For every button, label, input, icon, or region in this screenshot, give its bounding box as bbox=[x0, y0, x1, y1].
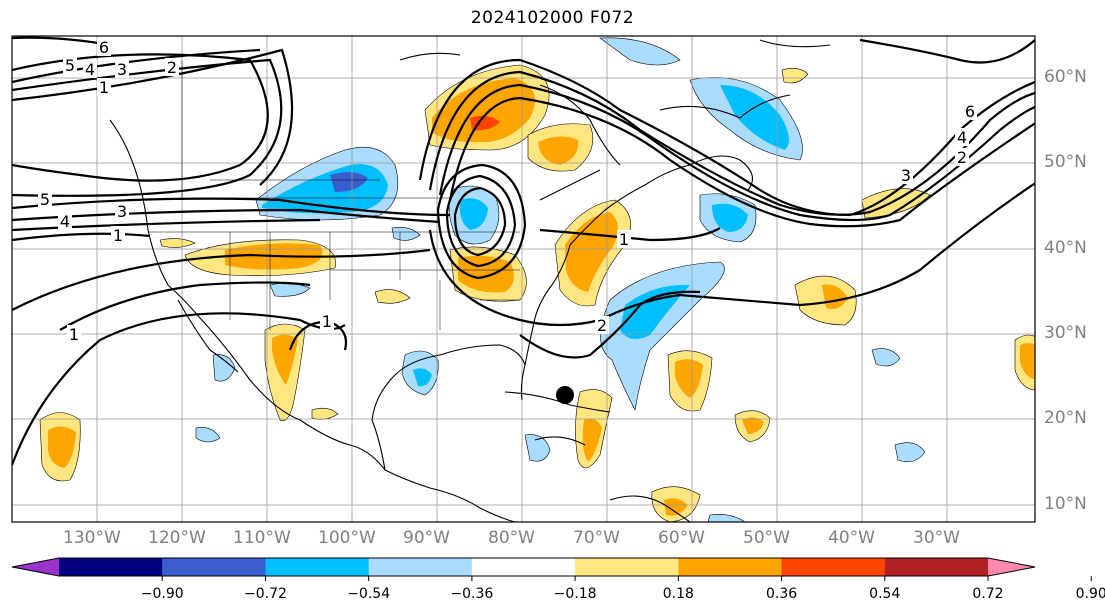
longitude-label: 80°W bbox=[488, 528, 535, 548]
colorbar-segment bbox=[265, 558, 370, 576]
longitude-label: 60°W bbox=[658, 528, 705, 548]
colorbar-segment bbox=[162, 558, 266, 576]
contour-label: 5 bbox=[40, 190, 50, 209]
colorbar-segment bbox=[678, 558, 783, 576]
colorbar bbox=[11, 557, 1092, 581]
contour-label-background bbox=[115, 202, 129, 220]
colorbar-tick-label: 0.90 bbox=[1075, 586, 1105, 602]
colorbar-tick-label: −0.54 bbox=[347, 586, 391, 602]
contour-label: 2 bbox=[167, 58, 177, 77]
colorbar-tick-label: −0.72 bbox=[243, 586, 287, 602]
contour-label: 6 bbox=[99, 38, 109, 57]
contour-label: 2 bbox=[597, 316, 607, 335]
longitude-label: 70°W bbox=[573, 528, 620, 548]
contour-label: 1 bbox=[619, 230, 629, 249]
colorbar-segment bbox=[575, 558, 679, 576]
contour-label: 3 bbox=[901, 166, 911, 185]
coastlines bbox=[109, 39, 831, 522]
contour-label-background bbox=[963, 102, 977, 120]
contour-label: 5 bbox=[65, 56, 75, 75]
latitude-label: 40°N bbox=[1044, 238, 1087, 258]
hurricane-marker bbox=[556, 386, 574, 404]
longitude-label: 90°W bbox=[403, 528, 450, 548]
latitude-label: 30°N bbox=[1044, 323, 1087, 343]
contour-label-background bbox=[97, 38, 111, 56]
longitude-label: 40°W bbox=[828, 528, 875, 548]
longitude-label: 50°W bbox=[743, 528, 790, 548]
contour-label: 4 bbox=[85, 60, 95, 79]
colorbar-segment bbox=[884, 558, 989, 576]
longitude-label: 30°W bbox=[913, 528, 960, 548]
contour-label: 1 bbox=[113, 226, 123, 245]
graticule bbox=[12, 36, 1035, 522]
colorbar-tick-label: 0.72 bbox=[972, 586, 1004, 602]
contour-label-background bbox=[899, 166, 913, 184]
contour-label-background bbox=[165, 58, 179, 76]
contour-label-background bbox=[63, 56, 77, 74]
colorbar-tick-label: 0.18 bbox=[662, 586, 694, 602]
colorbar-segment bbox=[59, 558, 163, 576]
contour-label-background bbox=[111, 226, 125, 244]
contour-label: 3 bbox=[117, 202, 127, 221]
longitude-label: 120°W bbox=[148, 528, 206, 548]
colorbar-tick-label: 0.54 bbox=[869, 586, 901, 602]
colorbar-tick-label: 0.36 bbox=[765, 586, 798, 602]
colorbar-segment bbox=[471, 558, 576, 576]
colorbar-outline bbox=[11, 557, 1036, 577]
latitude-label: 10°N bbox=[1044, 494, 1087, 514]
contour-lines bbox=[12, 36, 1035, 466]
longitude-label: 100°W bbox=[318, 528, 376, 548]
contour-label-background bbox=[58, 212, 72, 230]
latitude-label: 50°N bbox=[1044, 152, 1087, 172]
contour-label: 4 bbox=[60, 212, 70, 231]
contour-label-background bbox=[955, 128, 969, 146]
latitude-label: 20°N bbox=[1044, 408, 1087, 428]
contour-label: 1 bbox=[69, 325, 79, 344]
longitude-label: 130°W bbox=[63, 528, 121, 548]
colorbar-segment bbox=[781, 558, 886, 576]
map-frame bbox=[11, 35, 1036, 523]
latitude-label: 60°N bbox=[1044, 67, 1087, 87]
contour-label-background bbox=[320, 312, 334, 330]
contour-label-background bbox=[595, 316, 609, 334]
contour-label-background bbox=[617, 230, 631, 248]
colorbar-tick-label: −0.18 bbox=[553, 586, 597, 602]
contour-label: 1 bbox=[99, 78, 109, 97]
contour-label-background bbox=[955, 148, 969, 166]
contour-label-background bbox=[38, 190, 52, 208]
contour-label-background bbox=[67, 325, 81, 343]
colorbar-max-extend bbox=[988, 558, 1035, 576]
contour-label-background bbox=[83, 60, 97, 78]
contour-label-background bbox=[97, 78, 111, 96]
colorbar-segment bbox=[368, 558, 473, 576]
contour-label: 6 bbox=[965, 102, 975, 121]
contour-label: 4 bbox=[957, 128, 967, 147]
colorbar-tick-label: −0.90 bbox=[140, 586, 184, 602]
longitude-label: 110°W bbox=[233, 528, 291, 548]
negative-anomaly-shading bbox=[195, 37, 926, 522]
contour-label: 3 bbox=[117, 60, 127, 79]
map-title: 2024102000 F072 bbox=[470, 8, 635, 28]
colorbar-min-extend bbox=[12, 558, 59, 576]
contour-label: 2 bbox=[957, 148, 967, 167]
colorbar-tick-label: −0.36 bbox=[450, 586, 494, 602]
contour-label-background bbox=[115, 60, 129, 78]
contour-label: 1 bbox=[322, 312, 332, 331]
